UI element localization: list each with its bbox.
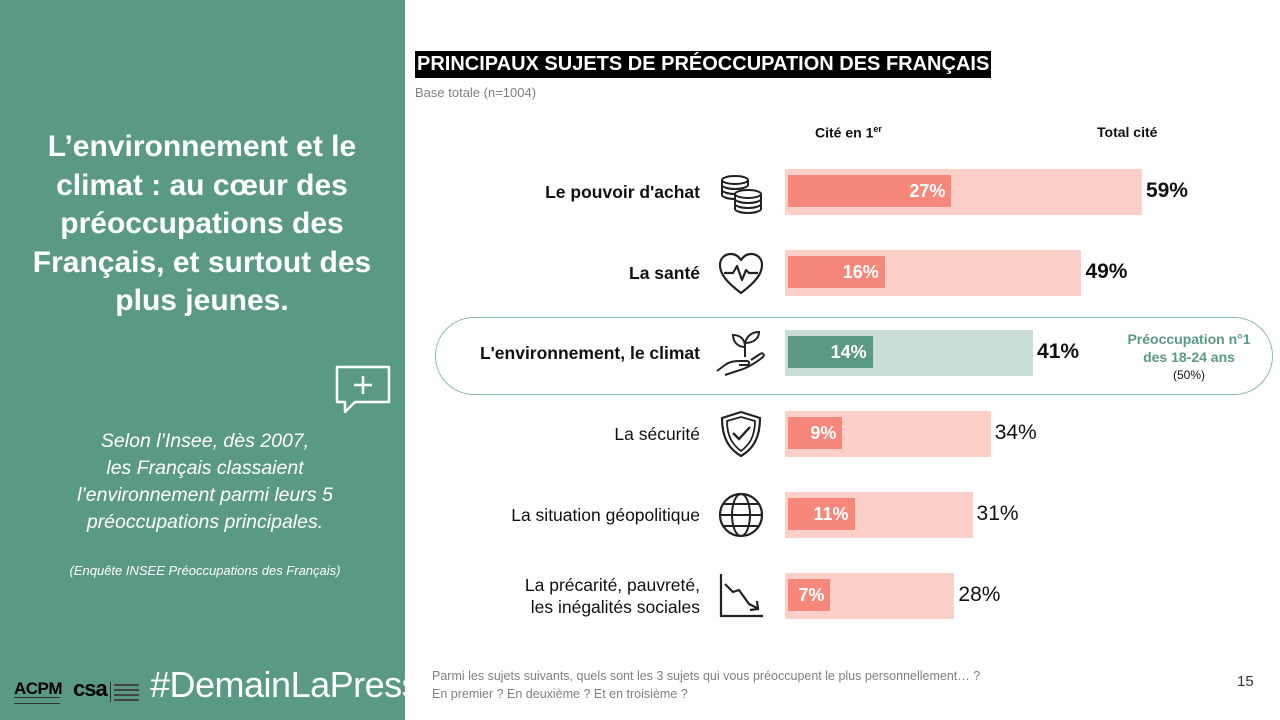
category-label: La sécurité (614, 424, 700, 444)
comment-plus-icon (335, 365, 391, 414)
acpm-logo: ACPM (14, 679, 63, 698)
heart-pulse-icon (718, 252, 764, 295)
bar-total: 9% (785, 411, 991, 457)
total-value-label: 34% (994, 421, 1037, 444)
shield-check-icon (720, 410, 762, 458)
bar-total: 27% (785, 169, 1142, 215)
callout-line2: des 18-24 ans (1143, 349, 1235, 365)
callout-sub: (50%) (1172, 368, 1205, 382)
bar-first: 11% (788, 498, 855, 530)
header-first-cited: Cité en 1er (815, 124, 882, 141)
insee-quote: Selon l’Insee, dès 2007, les Français cl… (77, 430, 333, 533)
category-label: La santé (629, 263, 700, 283)
bar-first: 16% (788, 256, 885, 288)
headline: L’environnement et le climat : au cœur d… (32, 130, 372, 317)
category-label: La situation géopolitique (511, 505, 700, 525)
coins-icon (721, 175, 762, 215)
total-value-label: 59% (1145, 179, 1188, 202)
highlight-outline (435, 317, 1273, 395)
bar-first: 7% (788, 579, 831, 611)
bar-first: 14% (788, 336, 873, 368)
acpm-logo-tagline (14, 697, 60, 704)
csa-logo: csa (73, 676, 108, 701)
bar-first: 9% (788, 417, 843, 449)
quote-source: (Enquête INSEE Préoccupations des França… (69, 563, 341, 578)
chart-down-icon (719, 574, 763, 618)
chart-subtitle: Base totale (n=1004) (415, 85, 537, 100)
total-value-label: 28% (958, 583, 1001, 606)
bar-total: 14% (785, 330, 1034, 376)
callout-line1: Préoccupation n°1 (1127, 331, 1251, 347)
bar-total: 16% (785, 250, 1082, 296)
header-total-cited: Total cité (1097, 124, 1158, 140)
callout: Préoccupation n°1 des 18-24 ans (50%) (1103, 330, 1275, 382)
total-value-label: 31% (976, 502, 1019, 525)
category-label: L'environnement, le climat (479, 343, 700, 363)
left-panel: L’environnement et le climat : au cœur d… (0, 0, 439, 720)
bar-total: 7% (785, 573, 955, 619)
hand-plant-icon (716, 330, 765, 376)
total-value-label: 41% (1037, 340, 1080, 363)
bar-first: 27% (788, 175, 952, 207)
bar-total: 11% (785, 492, 973, 538)
globe-icon (718, 492, 764, 538)
category-label: La précarité, pauvreté, les inégalités so… (524, 575, 700, 617)
csa-logo-tagline (110, 682, 139, 702)
question-footnote: Parmi les sujets suivants, quels sont le… (432, 669, 981, 701)
category-label: Le pouvoir d'achat (545, 182, 700, 202)
hashtag: #DemainLaPresse (150, 664, 439, 705)
chart-title: PRINCIPAUX SUJETS DE PRÉOCCUPATION DES F… (415, 51, 992, 78)
page-number: 15 (1237, 673, 1254, 690)
total-value-label: 49% (1085, 260, 1128, 283)
